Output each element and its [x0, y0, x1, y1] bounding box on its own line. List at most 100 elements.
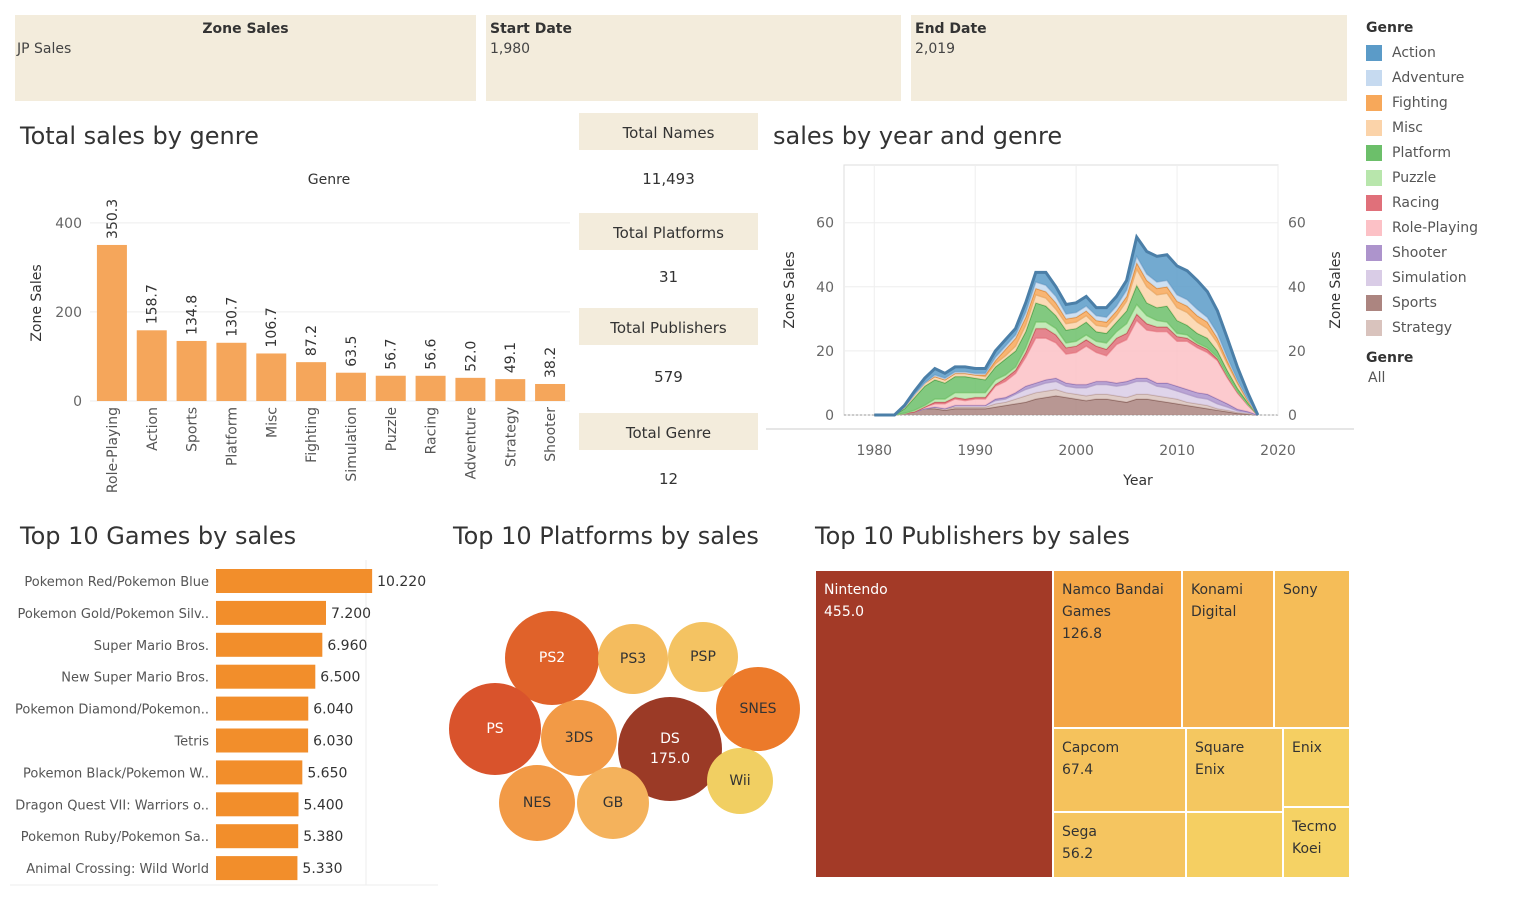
bar-misc[interactable]	[256, 353, 287, 401]
bar-shooter[interactable]	[535, 383, 566, 401]
legend-swatch	[1366, 319, 1382, 336]
publisher-name: Sega	[1062, 824, 1097, 840]
legend-title: Genre	[1366, 20, 1414, 36]
area-role-playing[interactable]	[874, 320, 1258, 415]
legend-item-strategy[interactable]: Strategy	[1366, 315, 1516, 340]
publisher-cell-namco-bandai-games[interactable]: Namco Bandai Games 126.8	[1053, 570, 1182, 728]
zone-sales-filter-value[interactable]: JP Sales	[17, 41, 72, 57]
x-tick-label: 1980	[856, 443, 892, 459]
start-date-filter-value[interactable]: 1,980	[490, 41, 531, 57]
platform-bubble-ps2[interactable]: PS2	[505, 611, 599, 705]
y-tick-label-right: 40	[1288, 280, 1306, 296]
area-misc[interactable]	[874, 269, 1258, 415]
bar-platform[interactable]	[216, 342, 247, 401]
y-tick-label: 0	[825, 408, 834, 424]
legend-item-shooter[interactable]: Shooter	[1366, 240, 1516, 265]
game-bar[interactable]	[216, 696, 309, 721]
area-platform[interactable]	[874, 285, 1258, 415]
legend-item-puzzle[interactable]: Puzzle	[1366, 165, 1516, 190]
kpi-total-platforms-value: 31	[658, 268, 679, 286]
game-bar[interactable]	[216, 760, 303, 785]
game-bar[interactable]	[216, 600, 326, 625]
legend-item-misc[interactable]: Misc	[1366, 115, 1516, 140]
zone-sales-filter[interactable]: Zone Sales JP Sales	[15, 15, 476, 101]
bar-simulation[interactable]	[335, 372, 366, 401]
bar-strategy[interactable]	[495, 379, 526, 401]
legend-item-racing[interactable]: Racing	[1366, 190, 1516, 215]
platform-bubble-wii[interactable]: Wii	[707, 748, 773, 814]
end-date-filter-value[interactable]: 2,019	[915, 41, 956, 57]
platform-bubble-ps[interactable]: PS	[449, 683, 541, 775]
legend-item-action[interactable]: Action	[1366, 40, 1516, 65]
bar-adventure[interactable]	[455, 377, 486, 401]
legend-swatch	[1366, 294, 1382, 311]
genre-filter-value[interactable]: All	[1368, 370, 1386, 386]
publisher-cell-sony[interactable]: Sony	[1274, 570, 1350, 728]
kpi-total-genre-label: Total Genre	[579, 413, 758, 450]
legend-item-simulation[interactable]: Simulation	[1366, 265, 1516, 290]
game-bar[interactable]	[216, 824, 299, 849]
bar-value-label: 56.6	[424, 339, 440, 370]
end-date-filter[interactable]: End Date 2,019	[911, 15, 1347, 101]
game-bar[interactable]	[216, 664, 316, 689]
legend-item-sports[interactable]: Sports	[1366, 290, 1516, 315]
platform-bubble-gb[interactable]: GB	[577, 767, 649, 839]
platforms-bubble-chart: DS 175.0 PS2 PS 3DS NES GB PS3 PSP SNES Wii	[440, 560, 810, 890]
game-bar[interactable]	[216, 569, 373, 593]
bar-value-label: 350.3	[105, 199, 121, 239]
bar-racing[interactable]	[415, 375, 446, 401]
game-name: Tetris	[173, 735, 209, 750]
publisher-cell-konami-digital[interactable]: Konami Digital	[1182, 570, 1274, 728]
legend-label: Shooter	[1392, 244, 1447, 261]
game-value-label: 6.500	[320, 670, 360, 686]
game-bar[interactable]	[216, 856, 298, 881]
publisher-cell-enix[interactable]: Enix	[1283, 728, 1350, 807]
publisher-cell-square-enix[interactable]: Square Enix	[1186, 728, 1283, 812]
bar-role-playing[interactable]	[96, 244, 127, 401]
game-bar[interactable]	[216, 728, 309, 753]
x-tick-label: 2020	[1260, 443, 1296, 459]
bar-puzzle[interactable]	[375, 375, 406, 401]
game-bar[interactable]	[216, 792, 299, 817]
game-value-label: 5.400	[304, 797, 344, 813]
platform-bubble-3ds[interactable]: 3DS	[541, 700, 617, 776]
kpi-total-publishers-label: Total Publishers	[579, 308, 758, 345]
publisher-name: Namco Bandai Games	[1062, 582, 1164, 620]
legend-item-fighting[interactable]: Fighting	[1366, 90, 1516, 115]
kpi-total-names-value: 11,493	[642, 170, 695, 188]
start-date-filter[interactable]: Start Date 1,980	[486, 15, 901, 101]
publisher-name: Sony	[1283, 582, 1318, 598]
game-name: Animal Crossing: Wild World	[26, 862, 209, 877]
platform-bubble-snes[interactable]: SNES	[716, 667, 800, 751]
platform-bubble-ps3[interactable]: PS3	[598, 624, 668, 694]
publisher-cell-nintendo[interactable]: Nintendo 455.0	[815, 570, 1053, 878]
publisher-cell-capcom[interactable]: Capcom 67.4	[1053, 728, 1186, 812]
publishers-chart-title: Top 10 Publishers by sales	[815, 522, 1130, 550]
legend-item-adventure[interactable]: Adventure	[1366, 65, 1516, 90]
legend-item-platform[interactable]: Platform	[1366, 140, 1516, 165]
category-label: Misc	[264, 407, 280, 438]
area-simulation[interactable]	[874, 381, 1258, 415]
game-value-label: 6.030	[313, 734, 353, 750]
start-date-filter-title: Start Date	[490, 21, 572, 37]
genre-filter-title: Genre	[1366, 350, 1414, 366]
area-sports[interactable]	[874, 395, 1258, 415]
publisher-cell-tecmo-koei[interactable]: Tecmo Koei	[1283, 807, 1350, 878]
platforms-chart-title: Top 10 Platforms by sales	[453, 522, 759, 550]
bar-action[interactable]	[136, 330, 167, 401]
publisher-value: 455.0	[824, 604, 865, 620]
genre-legend: Genre Action Adventure Fighting Misc Platfor…	[1366, 20, 1516, 386]
bar-sports[interactable]	[176, 340, 207, 401]
publisher-cell-unlabeled[interactable]	[1186, 812, 1283, 878]
legend-item-role-playing[interactable]: Role-Playing	[1366, 215, 1516, 240]
area-shooter[interactable]	[874, 378, 1258, 415]
platform-bubble-nes[interactable]: NES	[499, 765, 575, 841]
area-strategy[interactable]	[874, 389, 1258, 415]
publisher-name: Square Enix	[1195, 740, 1245, 778]
bar-value-label: 56.7	[384, 339, 400, 370]
publisher-cell-sega[interactable]: Sega 56.2	[1053, 812, 1186, 878]
area-action[interactable]	[874, 237, 1258, 415]
end-date-filter-title: End Date	[915, 21, 987, 37]
game-bar[interactable]	[216, 632, 323, 657]
bar-fighting[interactable]	[296, 362, 327, 401]
